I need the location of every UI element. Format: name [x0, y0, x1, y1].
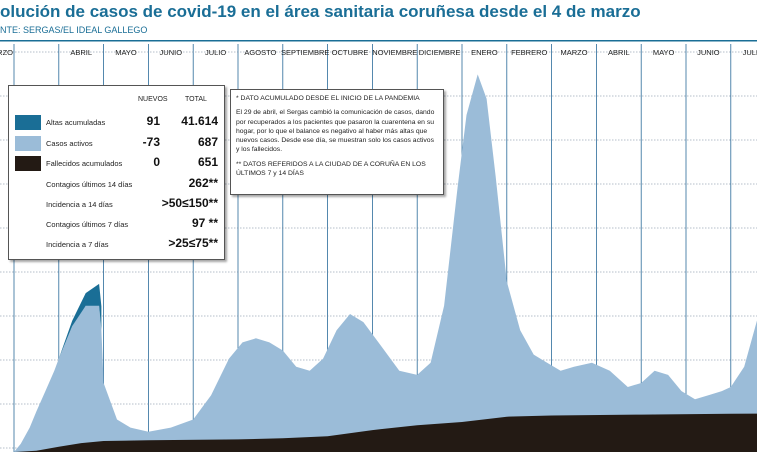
legend-total: 41.614 [181, 114, 218, 128]
month-label: FEBRERO [511, 48, 547, 57]
note-body: El 29 de abril, el Sergas cambió la comu… [236, 109, 435, 154]
month-label: ARZO [0, 48, 13, 57]
activos-swatch [15, 136, 41, 151]
month-label: ABRIL [70, 48, 92, 57]
extra-value: >50≤150** [161, 196, 218, 210]
extra-label: Contagios últimos 14 días [46, 180, 133, 189]
month-label: MARZO [560, 48, 587, 57]
month-label: ENERO [471, 48, 498, 57]
extra-value: 262** [188, 176, 218, 190]
extra-label: Incidencia a 14 días [46, 200, 113, 209]
month-label: JUNIO [697, 48, 720, 57]
altas-swatch [15, 115, 41, 130]
legend-extra-row: Contagios últimos 14 días 262** [9, 175, 224, 193]
legend-row-activos: Casos activos -73 687 [9, 134, 224, 152]
source-credit: NTE: SERGAS/EL IDEAL GALLEGO [0, 25, 148, 35]
month-label: DICIEMBRE [419, 48, 461, 57]
legend-extra-row: Incidencia a 14 días >50≤150** [9, 195, 224, 213]
month-label: AGOSTO [244, 48, 276, 57]
note-heading: * DATO ACUMULADO DESDE EL INICIO DE LA P… [236, 95, 420, 102]
month-label: MAYO [115, 48, 137, 57]
legend-nuevos: 0 [153, 155, 160, 169]
legend-extra-row: Incidencia a 7 días >25≤75** [9, 235, 224, 253]
month-label: JULIO [205, 48, 226, 57]
legend-total: 687 [197, 135, 218, 149]
extra-label: Contagios últimos 7 días [46, 220, 129, 229]
month-label: ABRIL [608, 48, 630, 57]
extra-label: Incidencia a 7 días [46, 240, 109, 249]
legend-nuevos: 91 [146, 114, 160, 128]
legend-col-nuevos: NUEVOS [138, 96, 168, 103]
legend-col-total: TOTAL [185, 96, 207, 103]
extra-value: >25≤75** [168, 236, 218, 250]
month-label: JUNIO [160, 48, 183, 57]
chart-title: olución de casos de covid-19 en el área … [0, 2, 641, 21]
legend-row-fallecidos: Fallecidos acumulados 0 651 [9, 154, 224, 172]
month-labels: ARZO ABRIL MAYO JUNIO JULIO AGOSTO SEPTIEMBREO… [0, 48, 757, 57]
month-label: SEPTIEMBRE [281, 48, 329, 57]
series-altas-acumuladas [58, 283, 102, 359]
month-label: JULIO [743, 48, 757, 57]
legend-nuevos: -73 [142, 135, 160, 149]
legend-extra-row: Contagios últimos 7 días 97 ** [9, 215, 224, 233]
note-box: * DATO ACUMULADO DESDE EL INICIO DE LA P… [230, 89, 444, 195]
month-label: NOVIEMBRE [372, 48, 417, 57]
note-footer: ** DATOS REFERIDOS A LA CIUDAD DE A CORU… [236, 160, 426, 178]
month-label: MAYO [653, 48, 675, 57]
month-label: OCTUBRE [332, 48, 369, 57]
legend-label: Fallecidos acumulados [46, 159, 123, 168]
fallecidos-swatch [15, 156, 41, 171]
legend-label: Altas acumuladas [46, 118, 106, 127]
legend-box: NUEVOS TOTAL Altas acumuladas 91 41.614 … [8, 85, 225, 260]
extra-value: 97 ** [191, 216, 218, 230]
series-fallecidos-acumulados [14, 413, 757, 452]
legend-row-altas: Altas acumuladas 91 41.614 [9, 113, 224, 131]
legend-total: 651 [197, 155, 218, 169]
legend-label: Casos activos [46, 139, 93, 148]
header-rule [0, 40, 757, 42]
